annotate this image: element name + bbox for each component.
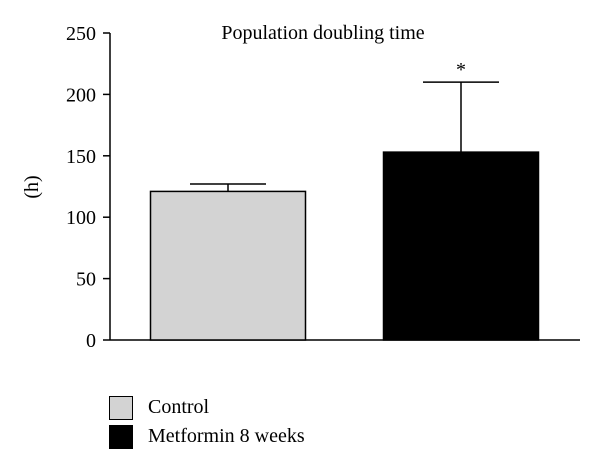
- y-tick-label: 250: [66, 23, 96, 45]
- legend: Control Metformin 8 weeks: [109, 393, 305, 451]
- bars: *: [149, 59, 540, 341]
- y-tick-label: 50: [76, 269, 96, 291]
- legend-label-metformin: Metformin 8 weeks: [148, 425, 305, 447]
- y-tick-label: 0: [86, 330, 96, 352]
- legend-item-metformin: Metformin 8 weeks: [109, 422, 305, 451]
- legend-label-control: Control: [148, 396, 210, 418]
- bar: [382, 151, 540, 341]
- legend-swatch-control: [109, 395, 133, 420]
- chart-title: Population doubling time: [221, 22, 424, 44]
- bar-chart: Population doubling time (h) 0 50 100 150 20…: [21, 22, 580, 352]
- y-tick-label: 200: [66, 84, 96, 106]
- legend-swatch-metformin: [109, 424, 133, 449]
- y-axis-label: (h): [21, 175, 43, 198]
- y-tick-label: 150: [66, 146, 96, 168]
- bar: [149, 190, 307, 341]
- y-tick-label: 100: [66, 207, 96, 229]
- significance-marker: *: [456, 59, 466, 81]
- legend-item-control: Control: [109, 393, 305, 422]
